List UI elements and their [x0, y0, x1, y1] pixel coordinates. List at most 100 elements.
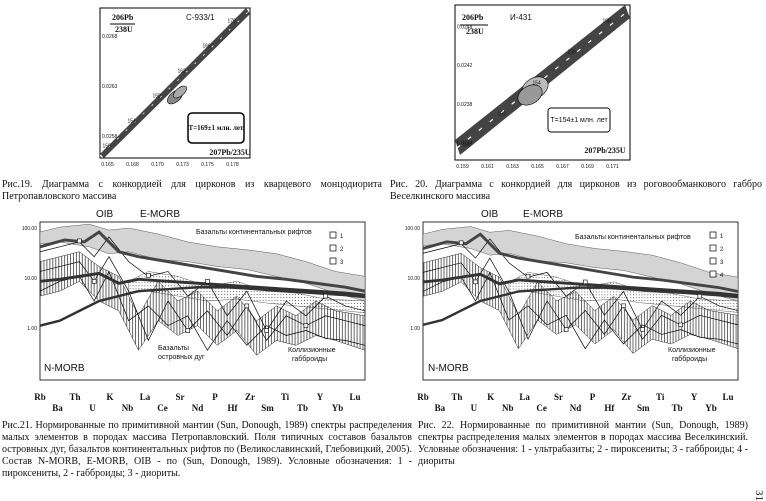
y-axis-den: 238U — [115, 25, 133, 34]
element-label: Sm — [261, 403, 274, 413]
element-label: Rb — [417, 392, 429, 402]
element-label: Tb — [672, 403, 683, 413]
x-tick-label: 0.167 — [556, 164, 569, 170]
x-tick-label: 0.170 — [151, 162, 164, 168]
point-label: 162 — [178, 69, 187, 75]
element-label: P — [590, 392, 596, 402]
point-label: 154 — [128, 119, 137, 125]
nmorb-label: N-MORB — [428, 363, 469, 374]
element-label: Y — [691, 392, 698, 402]
element-label: Hf — [228, 403, 239, 413]
legend-symbol — [709, 257, 717, 265]
collision-label: габброиды — [672, 355, 707, 363]
element-label: La — [519, 392, 530, 402]
point-label: 166 — [203, 44, 212, 50]
y-tick-label: 0.0234 — [457, 141, 473, 147]
element-label: Ce — [157, 403, 168, 413]
age-box — [187, 112, 245, 144]
point-label: 158 — [153, 94, 162, 100]
spider-labels: OIB E-MORB Базальты континентальных рифт… — [44, 209, 716, 374]
point-label: 152 — [498, 112, 507, 118]
y-tick-label: 0.0248 — [457, 24, 473, 30]
element-label: Sr — [176, 392, 185, 402]
point-label: 150 — [103, 144, 112, 150]
element-label: Ba — [435, 403, 446, 413]
x-axis-label: 207Pb/235U — [584, 146, 626, 155]
y-tick-label: 0.0242 — [457, 63, 473, 69]
x-axis-label: 207Pb/235U — [209, 148, 251, 157]
element-label: K — [487, 392, 494, 402]
element-label: Yb — [332, 403, 344, 413]
y-tick-label: 0.0258 — [102, 134, 118, 140]
x-tick-label: 0.165 — [101, 162, 114, 168]
point-label: 158 — [603, 19, 612, 25]
element-label: La — [140, 392, 151, 402]
legend-symbol — [709, 244, 717, 252]
element-label: Th — [69, 392, 80, 402]
arc-label: островных дуг — [158, 354, 205, 361]
element-label: Nb — [502, 403, 514, 413]
legend-symbol — [329, 231, 337, 239]
element-label: Ti — [281, 392, 290, 402]
point-label: 154 — [533, 81, 542, 87]
oib-label: OIB — [96, 209, 114, 220]
collision-label: Коллизионные — [668, 347, 716, 354]
age-label: T=169±1 млн. лет — [189, 124, 245, 132]
element-label: Zr — [621, 392, 631, 402]
caption: Рис. 20. Диаграмма с конкордией для цирк… — [390, 179, 762, 202]
element-label: Lu — [722, 392, 733, 402]
y-tick-label: 100.00 — [405, 226, 421, 232]
x-tick-label: 0.173 — [176, 162, 189, 168]
x-tick-label: 0.169 — [581, 164, 594, 170]
element-label: P — [212, 392, 218, 402]
collision-label: Коллизионные — [288, 347, 336, 354]
emorb-label: E-MORB — [523, 209, 563, 220]
y-tick-label: 10.00 — [24, 276, 37, 282]
oib-label: OIB — [481, 209, 499, 220]
legend-label: 2 — [720, 247, 724, 253]
element-label: Nd — [192, 403, 204, 413]
element-label: Y — [317, 392, 324, 402]
age-label: T=154±1 млн. лет — [550, 117, 608, 124]
x-tick-label: 0.165 — [531, 164, 544, 170]
legend-symbol — [329, 244, 337, 252]
caption: Рис.19. Диаграмма с конкордией для цирко… — [2, 179, 382, 202]
x-tick-label: 0.175 — [201, 162, 214, 168]
emorb-label: E-MORB — [140, 209, 180, 220]
x-tick-label: 0.168 — [126, 162, 139, 168]
x-tick-label: 0.163 — [506, 164, 519, 170]
point-label: 150 — [463, 143, 472, 149]
x-tick-label: 0.159 — [456, 164, 469, 170]
legend-symbol — [329, 257, 337, 265]
sample-label: И-431 — [510, 13, 532, 22]
legend-symbol — [709, 231, 717, 239]
y-tick-label: 1.00 — [27, 326, 37, 332]
rift-label: Базальты континентальных рифтов — [575, 234, 691, 241]
element-label: U — [89, 403, 96, 413]
point-label: 156 — [568, 50, 577, 56]
y-axis-num: 206Pb — [112, 13, 134, 22]
legend-symbol — [709, 270, 717, 278]
element-label: Ba — [52, 403, 63, 413]
y-tick-label: 0.0268 — [102, 34, 118, 40]
element-label: Th — [451, 392, 462, 402]
concordia-band — [100, 8, 250, 158]
y-tick-label: 0.0263 — [102, 84, 118, 90]
age-box — [547, 107, 611, 133]
y-axis-num: 206Pb — [462, 13, 484, 22]
element-label: U — [471, 403, 478, 413]
element-label: Ce — [536, 403, 547, 413]
caption: Рис. 22. Нормированные по примитивной ма… — [418, 420, 748, 467]
y-tick-label: 100.00 — [22, 226, 38, 232]
element-label: Sr — [554, 392, 563, 402]
y-tick-label: 0.0238 — [457, 102, 473, 108]
legend-label: 1 — [340, 234, 344, 240]
x-tick-label: 0.178 — [226, 162, 239, 168]
element-label: K — [106, 392, 113, 402]
arc-label: Базальты — [158, 345, 189, 352]
sample-label: С-933/1 — [186, 13, 215, 22]
rift-label: Базальты континентальных рифтов — [196, 229, 312, 236]
element-label: Zr — [245, 392, 255, 402]
